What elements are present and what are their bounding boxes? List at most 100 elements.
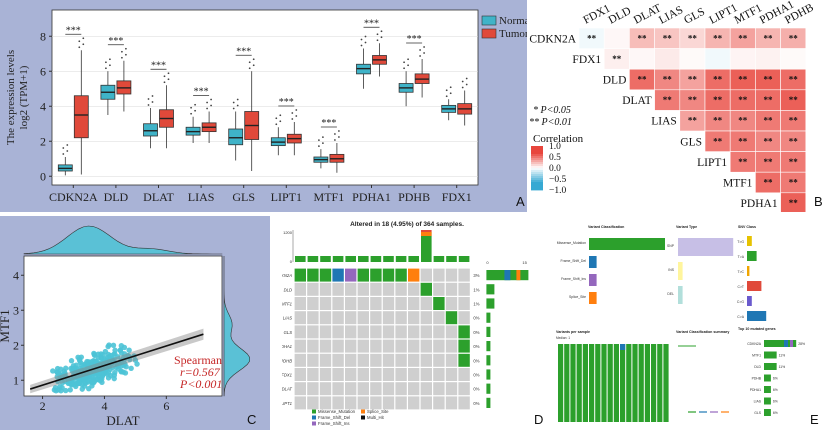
y-tick-label: 2: [40, 134, 46, 148]
per-sample-bar: [626, 344, 632, 422]
top-gene-label: DLD: [754, 365, 761, 369]
oncoplot-cell: [420, 268, 432, 282]
oncoplot-cell: [445, 396, 458, 410]
heatmap-cell-sig: **: [738, 75, 748, 85]
outlier-point: [376, 33, 379, 36]
snv-label: C>A: [737, 315, 744, 319]
oncoplot-cell: [307, 339, 319, 353]
legend-label-normal: Normal: [499, 15, 527, 27]
oncoplot-cell: [370, 382, 382, 396]
scatter-point: [102, 348, 109, 355]
color-legend-step: [531, 176, 543, 179]
snv-label: C>T: [738, 285, 745, 289]
legend-label: Missense_Mutation: [318, 409, 356, 414]
top-gene-percent: 28%: [798, 342, 805, 346]
box-normal-dlat: [143, 123, 158, 137]
heatmap-cell-sig: **: [789, 136, 799, 146]
vc-label: Splice_Site: [569, 295, 586, 299]
oncoplot-cell: [319, 353, 332, 367]
color-legend-tick: 0.0: [549, 164, 561, 174]
scatter-point: [59, 384, 65, 391]
vt-bar: [678, 286, 683, 304]
scatter-point: [95, 351, 101, 357]
significance-label: ***: [279, 97, 294, 108]
outlier-point: [66, 150, 69, 152]
color-legend-step: [531, 172, 543, 175]
outlier-point: [248, 67, 251, 70]
significance-label: ***: [108, 36, 123, 47]
outlier-point: [419, 55, 421, 57]
heatmap-cell-sig: **: [764, 116, 774, 126]
oncoplot-gene-percent: 0%: [473, 401, 479, 406]
outlier-point: [82, 37, 85, 40]
oncoplot-gene-percent: 0%: [473, 358, 479, 363]
heatmap-cell-sig: **: [587, 33, 597, 43]
outlier-point: [167, 78, 170, 81]
legend-label: Frame_Shift_Ins: [318, 421, 350, 426]
panel-label-c: C: [247, 412, 257, 427]
heatmap-cell-sig: **: [688, 75, 698, 85]
outlier-point: [360, 38, 363, 41]
heatmap-cell-sig: **: [789, 33, 799, 43]
oncoplot-cell: [408, 396, 420, 410]
right-bar-segment: [516, 270, 521, 281]
significance-label: ***: [66, 25, 81, 36]
oncoplot-cell: [458, 368, 470, 381]
heatmap-cell-sig: **: [688, 95, 698, 105]
panel-label-d: D: [534, 412, 544, 427]
oncoplot-cell: [294, 325, 306, 339]
x-tick-label: DLAT: [143, 190, 174, 204]
oncoplot-cell: [420, 311, 432, 325]
scatter-point: [121, 351, 128, 357]
heatmap-row-label: LIAS: [651, 116, 677, 128]
heatmap-cell-sig: **: [713, 95, 723, 105]
per-sample-subtitle: Median: 1: [556, 336, 570, 340]
outlier-point: [318, 139, 320, 142]
right-bar: [486, 355, 491, 366]
outlier-point: [322, 136, 324, 139]
vc-bar: [589, 274, 597, 286]
top-gene-percent: 6%: [773, 400, 778, 404]
outlier-point: [248, 61, 251, 64]
oncoplot-cell: [345, 297, 357, 310]
color-legend-step: [531, 146, 543, 149]
scatter-point: [52, 384, 59, 391]
oncoplot-cell: [395, 297, 407, 310]
oncoplot-cell: [307, 368, 319, 381]
oncoplot-cell: [332, 297, 344, 310]
top-gene-label: PDHA1: [750, 388, 761, 392]
heatmap-cell-sig: **: [738, 33, 748, 43]
legend-label: Multi_Hit: [367, 415, 385, 420]
oncoplot-gene-label: PDHA1: [282, 344, 292, 349]
oncoplot-cell: [357, 325, 369, 339]
outlier-point: [461, 80, 464, 83]
color-legend-step: [531, 162, 543, 165]
scatter-point: [67, 387, 73, 393]
x-tick-label: LIPT1: [271, 190, 302, 204]
heatmap-cell-sig: **: [612, 54, 622, 64]
heatmap-cell: [755, 48, 781, 70]
right-bar: [486, 383, 491, 394]
scatter-point: [82, 372, 88, 379]
top-gene-bar: [764, 409, 771, 416]
scatter-point: [107, 352, 114, 359]
legend-swatch: [361, 409, 365, 414]
oncoplot-cell: [445, 297, 458, 310]
top-axis-tick: 1200: [283, 230, 293, 235]
plot-area: [51, 9, 479, 186]
stats-r: r=0.567: [180, 365, 221, 379]
top-gene-label: GLS: [754, 411, 762, 415]
scatter-point: [55, 371, 62, 377]
x-tick-label: CDKN2A: [49, 190, 98, 204]
per-sample-bar: [607, 344, 613, 422]
oncoplot-cell: [345, 396, 357, 410]
vt-label: SNP: [667, 244, 675, 248]
oncoplot-cell: [332, 339, 344, 353]
scatter-point: [76, 357, 83, 364]
heatmap-cell-sig: **: [789, 198, 799, 208]
outlier-point: [105, 67, 107, 70]
color-legend-step: [531, 156, 543, 159]
top-gene-bar: [764, 363, 777, 370]
outlier-point: [232, 101, 235, 104]
snv-bar: [747, 281, 762, 291]
